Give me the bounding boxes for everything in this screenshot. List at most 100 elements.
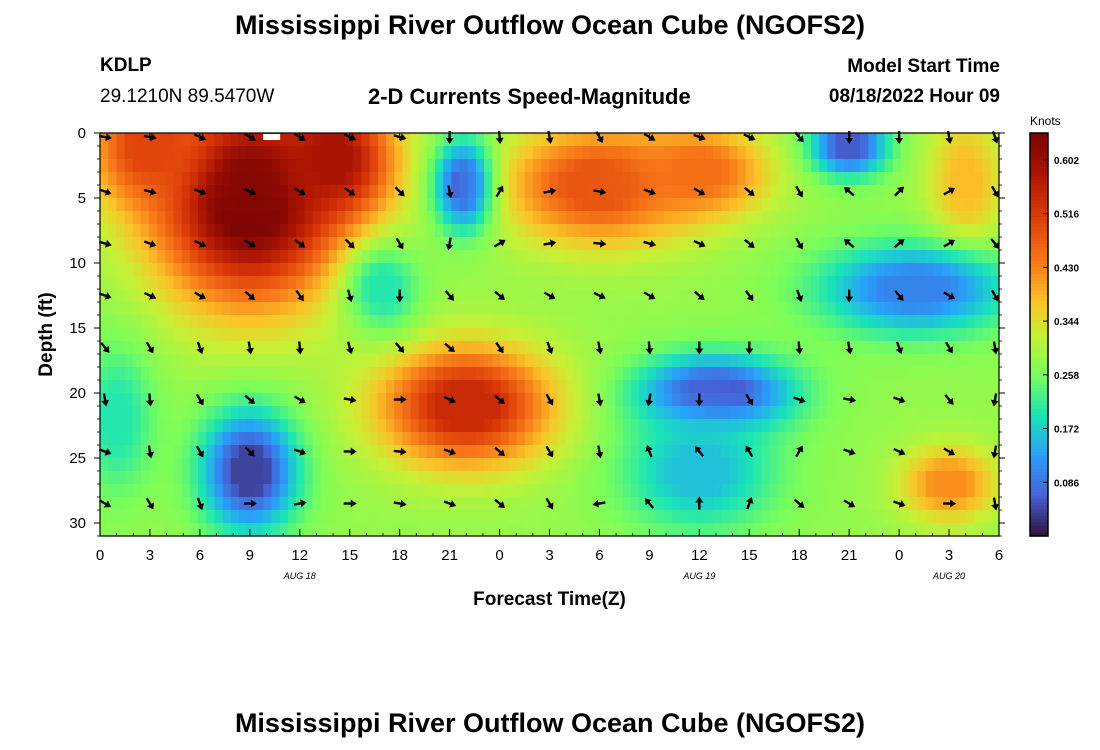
current-vector-arrow	[943, 291, 956, 300]
heatmap-cell	[377, 523, 387, 537]
heatmap-cell	[851, 315, 861, 329]
heatmap-cell	[467, 354, 477, 368]
heatmap-cell	[271, 341, 281, 355]
heatmap-cell	[410, 172, 420, 186]
colorbar-segment	[1030, 133, 1048, 137]
heatmap-cell	[173, 263, 183, 277]
current-vector-arrow	[393, 447, 407, 456]
heatmap-cell	[851, 406, 861, 420]
heatmap-cell	[827, 276, 837, 290]
heatmap-cell	[328, 497, 338, 511]
heatmap-cell	[949, 315, 959, 329]
heatmap-cell	[729, 224, 739, 238]
heatmap-cell	[467, 133, 477, 147]
heatmap-cell	[655, 432, 665, 446]
heatmap-cell	[508, 393, 518, 407]
heatmap-cell	[590, 510, 600, 524]
heatmap-cell	[189, 172, 199, 186]
heatmap-cell	[386, 289, 395, 303]
heatmap-cell	[140, 354, 150, 368]
heatmap-cell	[459, 276, 469, 290]
heatmap-cell	[386, 328, 395, 342]
heatmap-cell	[328, 354, 338, 368]
colorbar-segment	[1030, 421, 1048, 426]
x-tick-label: 21	[841, 547, 858, 564]
heatmap-cell	[974, 328, 984, 342]
heatmap-cell	[263, 341, 273, 355]
heatmap-cell	[541, 523, 551, 537]
heatmap-cell	[475, 237, 485, 251]
heatmap-cell	[238, 354, 248, 368]
heatmap-cell	[263, 328, 273, 342]
heatmap-cell	[418, 510, 428, 524]
heatmap-cell	[116, 276, 126, 290]
heatmap-cell	[729, 315, 739, 329]
current-vector-arrow	[695, 496, 704, 510]
heatmap-cell	[933, 224, 943, 238]
heatmap-cell	[582, 133, 591, 147]
heatmap-cell	[712, 367, 722, 381]
heatmap-cell	[557, 224, 567, 238]
heatmap-cell	[941, 328, 951, 342]
heatmap-cell	[369, 380, 379, 394]
heatmap-cell	[492, 159, 502, 173]
heatmap-cell	[827, 172, 837, 186]
heatmap-cell	[443, 159, 453, 173]
heatmap-cell	[843, 315, 853, 329]
heatmap-cell	[524, 263, 534, 277]
heatmap-cell	[753, 172, 763, 186]
heatmap-cell	[173, 328, 183, 342]
heatmap-cell	[868, 458, 878, 472]
colorbar-segment	[1030, 314, 1048, 319]
colorbar-tick-label: 0.344	[1054, 317, 1079, 328]
heatmap-cell	[868, 341, 878, 355]
heatmap-cell	[655, 497, 665, 511]
heatmap-cell	[165, 341, 175, 355]
heatmap-cell	[173, 419, 183, 433]
current-vector-arrow	[592, 499, 606, 508]
heatmap-cell	[165, 224, 175, 238]
heatmap-cell	[925, 172, 935, 186]
current-vector-arrow	[745, 445, 754, 458]
heatmap-cell	[892, 146, 902, 160]
heatmap-cell	[459, 224, 469, 238]
heatmap-cell	[606, 172, 616, 186]
heatmap-cell	[541, 211, 551, 225]
heatmap-cell	[467, 224, 477, 238]
heatmap-cell	[729, 276, 739, 290]
heatmap-cell	[492, 198, 502, 212]
heatmap-cell	[222, 354, 232, 368]
heatmap-cell	[925, 484, 935, 498]
heatmap-cell	[851, 445, 861, 459]
heatmap-cell	[263, 367, 273, 381]
heatmap-cell	[189, 393, 199, 407]
heatmap-cell	[827, 510, 837, 524]
current-vector-arrow	[395, 237, 404, 250]
heatmap-cell	[737, 419, 747, 433]
heatmap-cell	[802, 159, 812, 173]
heatmap-cell	[884, 523, 894, 537]
heatmap-cell	[631, 133, 640, 147]
model-start-label: Model Start Time	[847, 56, 1000, 77]
heatmap-cell	[582, 523, 591, 537]
heatmap-cell	[116, 133, 126, 147]
heatmap-cell	[827, 445, 837, 459]
heatmap-cell	[116, 237, 126, 251]
heatmap-cell	[500, 393, 510, 407]
colorbar-segment	[1030, 455, 1048, 460]
heatmap-cell	[549, 484, 559, 498]
heatmap-cell	[157, 367, 166, 381]
heatmap-cell	[304, 263, 314, 277]
heatmap-cell	[802, 211, 812, 225]
heatmap-cell	[435, 302, 444, 316]
heatmap-cell	[876, 419, 886, 433]
heatmap-cell	[377, 198, 387, 212]
heatmap-cell	[263, 289, 273, 303]
heatmap-cell	[860, 341, 869, 355]
heatmap-cell	[222, 328, 232, 342]
current-vector-arrow	[545, 393, 554, 406]
heatmap-cell	[386, 133, 395, 147]
heatmap-cell	[606, 341, 616, 355]
heatmap-cell	[451, 354, 461, 368]
heatmap-cell	[655, 276, 665, 290]
